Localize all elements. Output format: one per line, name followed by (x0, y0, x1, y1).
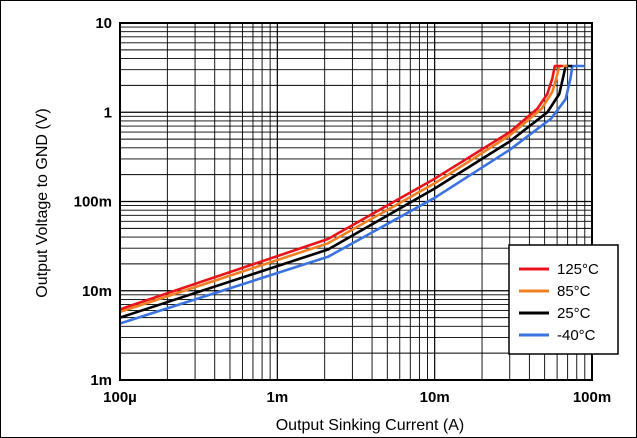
y-tick-label: 10 (95, 15, 112, 32)
legend-label: 25°C (557, 305, 591, 322)
series-line (119, 64, 573, 319)
legend-label: -40°C (557, 327, 596, 344)
series-line (119, 64, 568, 314)
x-tick-label: 100m (573, 389, 611, 406)
x-tick-labels: 100µ 1m 10m 100m (103, 389, 611, 406)
legend: 125°C 85°C 25°C -40°C (508, 244, 619, 355)
plot-area (119, 22, 593, 381)
series-line (119, 64, 585, 325)
y-tick-label: 10m (82, 283, 112, 300)
legend-label: 85°C (557, 283, 591, 300)
y-tick-label: 1 (104, 104, 112, 121)
x-tick-label: 10m (420, 389, 450, 406)
series-line (119, 64, 563, 311)
y-axis-title: Output Voltage to GND (V) (34, 108, 51, 297)
chart-series (119, 64, 585, 325)
y-tick-label: 1m (90, 372, 112, 389)
x-axis-title: Output Sinking Current (A) (276, 417, 465, 434)
y-tick-label: 100m (74, 194, 112, 211)
x-tick-label: 1m (266, 389, 288, 406)
y-tick-labels: 1m 10m 100m 1 10 (74, 15, 112, 389)
legend-label: 125°C (557, 261, 599, 278)
x-tick-label: 100µ (103, 389, 137, 406)
